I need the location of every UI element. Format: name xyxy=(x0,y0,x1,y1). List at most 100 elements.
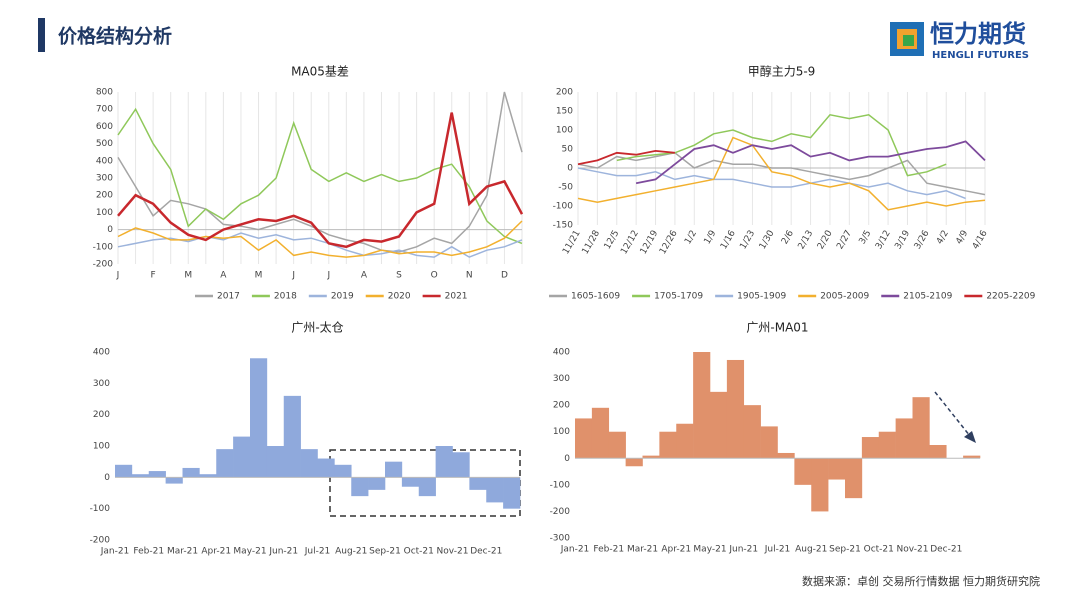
x-tick-label: J xyxy=(291,271,295,281)
y-tick-label: 400 xyxy=(553,348,570,358)
bar xyxy=(385,461,403,478)
y-tick-label: 500 xyxy=(96,139,113,149)
legend-label: 2205-2209 xyxy=(986,292,1035,302)
bar xyxy=(693,352,711,459)
logo-subtext: HENGLI FUTURES xyxy=(932,50,1029,61)
bar xyxy=(233,436,251,478)
x-tick-label: 1/9 xyxy=(703,229,719,247)
legend-label: 2020 xyxy=(388,292,411,302)
line-series xyxy=(117,91,523,253)
x-tick-label: 11/21 xyxy=(561,229,583,256)
bar xyxy=(591,407,610,459)
bar xyxy=(912,397,930,459)
x-tick-label: N xyxy=(466,271,473,281)
x-tick-label: Mar-21 xyxy=(627,545,658,555)
x-tick-label: D xyxy=(501,271,508,281)
y-tick-label: -200 xyxy=(93,260,114,270)
bar xyxy=(418,477,436,497)
line-series xyxy=(577,151,986,196)
header-title: 价格结构分析 xyxy=(58,25,172,48)
x-tick-label: 1/16 xyxy=(719,229,738,252)
chart-title: 甲醇主力5-9 xyxy=(748,64,816,79)
legend-label: 2105-2109 xyxy=(903,292,952,302)
x-tick-label: 4/2 xyxy=(935,229,951,247)
x-tick-label: May-21 xyxy=(233,547,266,557)
bar xyxy=(760,426,778,459)
header-bar xyxy=(38,18,45,52)
legend-label: 2021 xyxy=(445,292,468,302)
x-tick-label: 1/30 xyxy=(758,229,777,252)
x-tick-label: Apr-21 xyxy=(201,547,231,557)
line-series xyxy=(117,107,523,245)
y-tick-label: 100 xyxy=(93,442,110,452)
y-tick-label: 0 xyxy=(107,225,113,235)
x-tick-label: 1/2 xyxy=(683,229,699,247)
chart-title: MA05基差 xyxy=(291,65,349,79)
bar xyxy=(368,477,386,490)
y-tick-label: 200 xyxy=(93,410,110,420)
bar xyxy=(963,455,981,459)
x-tick-label: Oct-21 xyxy=(864,545,894,555)
x-tick-label: Sep-21 xyxy=(829,545,861,555)
x-tick-label: 1/23 xyxy=(738,229,757,252)
x-tick-label: Apr-21 xyxy=(661,545,691,555)
bar xyxy=(777,452,795,459)
line-series xyxy=(117,232,523,258)
bar xyxy=(486,477,504,503)
trend-arrow xyxy=(934,391,971,437)
bar xyxy=(165,477,183,484)
bar xyxy=(266,446,285,478)
bar xyxy=(710,391,728,459)
x-tick-label: 3/12 xyxy=(874,229,893,252)
legend-label: 2017 xyxy=(217,292,240,302)
y-tick-label: -200 xyxy=(90,536,111,546)
line-series xyxy=(577,167,966,200)
y-tick-label: -50 xyxy=(558,183,573,193)
x-tick-label: May-21 xyxy=(693,545,726,555)
x-tick-label: Jan-21 xyxy=(100,547,130,557)
x-tick-label: Mar-21 xyxy=(167,547,198,557)
bar xyxy=(642,455,660,459)
logo-text: 恒力期货 xyxy=(930,20,1026,48)
x-tick-label: M xyxy=(255,271,263,281)
y-tick-label: 300 xyxy=(553,374,570,384)
x-tick-label: 12/26 xyxy=(658,229,680,257)
x-tick-label: M xyxy=(184,271,192,281)
x-tick-label: 2/20 xyxy=(816,229,835,252)
bar xyxy=(794,458,812,485)
bar xyxy=(861,437,880,459)
x-tick-label: O xyxy=(431,271,438,281)
bar xyxy=(845,458,863,499)
y-tick-label: 0 xyxy=(567,164,573,174)
bar xyxy=(401,477,420,487)
y-tick-label: 150 xyxy=(556,107,573,117)
bar xyxy=(283,395,301,478)
y-tick-label: 700 xyxy=(96,105,113,115)
y-tick-label: -100 xyxy=(93,242,114,252)
legend-label: 1605-1609 xyxy=(571,292,620,302)
x-tick-label: 12/19 xyxy=(639,229,661,257)
y-tick-label: -150 xyxy=(553,221,574,231)
x-tick-label: Sep-21 xyxy=(369,547,401,557)
x-tick-label: 12/12 xyxy=(619,229,641,256)
legend-label: 1905-1909 xyxy=(737,292,786,302)
bar xyxy=(351,477,369,497)
bar xyxy=(743,405,761,459)
x-tick-label: Jun-21 xyxy=(268,547,298,557)
x-tick-label: Jan-21 xyxy=(560,545,590,555)
x-tick-label: Dec-21 xyxy=(470,547,502,557)
y-tick-label: 0 xyxy=(104,473,110,483)
y-tick-label: 200 xyxy=(553,401,570,411)
bar xyxy=(811,458,829,512)
y-tick-label: 300 xyxy=(96,174,113,184)
y-tick-label: -100 xyxy=(90,504,111,514)
y-tick-label: 200 xyxy=(556,88,573,98)
y-tick-label: 400 xyxy=(93,348,110,358)
bar xyxy=(317,458,335,478)
chart-title: 广州-MA01 xyxy=(746,321,808,335)
legend-label: 2019 xyxy=(331,292,354,302)
x-tick-label: Aug-21 xyxy=(335,547,367,557)
bar xyxy=(148,471,166,478)
y-tick-label: 0 xyxy=(564,454,570,464)
